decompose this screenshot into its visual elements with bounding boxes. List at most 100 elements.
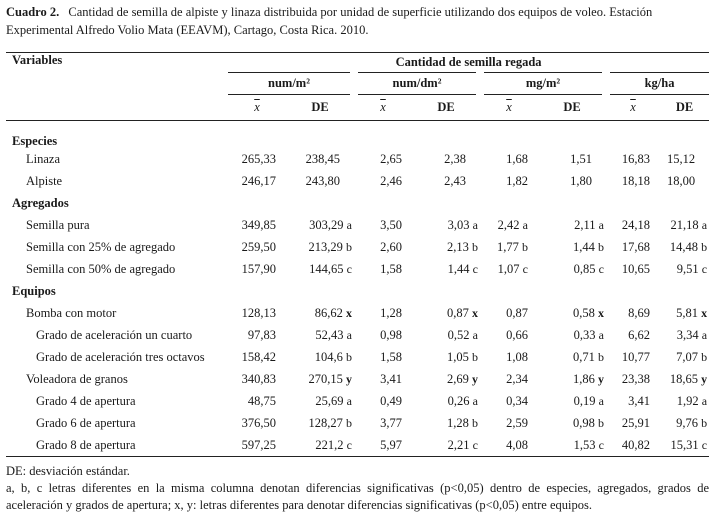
row-label: Semilla pura: [26, 218, 90, 232]
section-row: Especies: [6, 121, 709, 149]
table-notes: DE: desviación estándar. a, b, c letras …: [6, 463, 709, 514]
mean-cell: 597,25: [241, 437, 276, 452]
mean-cell: 10,77: [621, 350, 650, 364]
de-cell: 0,26 a: [447, 394, 478, 408]
de-cell: 3,34 a: [676, 328, 708, 342]
mean-cell: 1,07 c: [497, 262, 528, 276]
table-row: Linaza 265,33 238,45 2,65 2,38 1,68 1,51 16,83 1…: [6, 149, 709, 171]
de-cell: 0,85 c: [573, 262, 604, 276]
mean-cell: 10,65: [621, 262, 650, 276]
de-cell: 18,00: [666, 174, 696, 188]
de-cell: 238,45: [305, 152, 340, 166]
header-variables: Variables: [12, 53, 63, 67]
de-cell: 25,69 a: [315, 394, 352, 408]
mean-cell: 2,59: [506, 416, 528, 430]
mean-cell: 0,98: [380, 328, 402, 342]
mean-cell: 349,85: [241, 218, 276, 232]
mean-cell: 0,34: [506, 394, 528, 408]
de-cell: 86,62 x: [314, 306, 352, 320]
section-row: Equipos: [6, 281, 709, 303]
mean-cell: 17,68: [621, 240, 650, 254]
mean-cell: 6,62: [628, 328, 650, 342]
mean-cell: 265,33: [241, 152, 276, 166]
de-cell: 270,15 y: [308, 372, 353, 386]
de-cell: 15,12: [666, 152, 696, 166]
table-caption: Cuadro 2. Cantidad de semilla de alpiste…: [6, 3, 709, 39]
de-cell: 5,81 x: [676, 306, 708, 320]
de-cell: 1,92 a: [676, 394, 708, 408]
de-cell: 15,31 c: [670, 437, 708, 452]
row-label: Grado 6 de apertura: [36, 416, 136, 430]
mean-cell: 2,60: [380, 240, 402, 254]
mean-cell: 1,58: [380, 350, 402, 364]
de-header: DE: [437, 100, 455, 114]
mean-header: x: [254, 100, 260, 114]
row-label: Grado de aceleración un cuarto: [36, 328, 193, 342]
section-label: Equipos: [12, 284, 56, 298]
mean-cell: 40,82: [621, 437, 650, 452]
section-row: Agregados: [6, 193, 709, 215]
mean-cell: 158,42: [241, 350, 276, 364]
mean-cell: 3,77: [380, 416, 402, 430]
de-cell: 213,29 b: [308, 240, 353, 254]
mean-cell: 340,83: [241, 372, 276, 386]
de-cell: 2,43: [444, 174, 466, 188]
mean-cell: 1,58: [380, 262, 402, 276]
mean-header: x: [380, 100, 386, 114]
de-cell: 21,18 a: [670, 218, 708, 232]
unit-kg-ha: kg/ha: [606, 72, 710, 95]
de-header: DE: [311, 100, 329, 114]
mean-cell: 2,34: [506, 372, 528, 386]
mean-cell: 25,91: [621, 416, 650, 430]
de-cell: 52,43 a: [315, 328, 352, 342]
mean-cell: 3,50: [380, 218, 402, 232]
de-cell: 221,2 c: [315, 437, 352, 452]
mean-cell: 2,42 a: [497, 218, 528, 232]
mean-cell: 0,87: [506, 306, 528, 320]
mean-cell: 128,13: [241, 306, 276, 320]
de-cell: 14,48 b: [669, 240, 708, 254]
de-cell: 1,80: [570, 174, 592, 188]
row-label: Grado 8 de apertura: [36, 437, 136, 452]
mean-cell: 1,28: [380, 306, 402, 320]
mean-cell: 3,41: [628, 394, 650, 408]
de-cell: 9,51 c: [676, 262, 708, 276]
de-cell: 243,80: [305, 174, 340, 188]
mean-cell: 16,83: [621, 152, 650, 166]
mean-cell: 48,75: [247, 394, 276, 408]
de-cell: 1,05 b: [447, 350, 478, 364]
de-cell: 144,65 c: [309, 262, 352, 276]
caption-text: Cantidad de semilla de alpiste y linaza …: [6, 5, 653, 37]
mean-cell: 157,90: [241, 262, 276, 276]
de-cell: 3,03 a: [447, 218, 478, 232]
row-label: Semilla con 25% de agregado: [26, 240, 176, 254]
de-cell: 2,11 a: [574, 218, 604, 232]
table-row: Semilla con 25% de agregado 259,50 213,29 …: [6, 237, 709, 259]
de-cell: 0,71 b: [573, 350, 604, 364]
mean-header: x: [506, 100, 512, 114]
de-cell: 1,53 c: [573, 437, 604, 452]
row-label: Bomba con motor: [26, 306, 117, 320]
de-cell: 2,21 c: [447, 437, 478, 452]
row-label: Semilla con 50% de agregado: [26, 262, 176, 276]
table-row: Grado 6 de apertura 376,50 128,27 b 3,77 1,2…: [6, 413, 709, 435]
header-main: Cantidad de semilla regada: [228, 52, 710, 73]
de-cell: 104,6 b: [314, 350, 352, 364]
de-cell: 0,52 a: [447, 328, 478, 342]
de-cell: 2,13 b: [447, 240, 478, 254]
de-cell: 1,86 y: [573, 372, 604, 386]
de-cell: 1,44 b: [573, 240, 604, 254]
de-cell: 2,69 y: [447, 372, 478, 386]
de-cell: 1,28 b: [447, 416, 478, 430]
row-label: Alpiste: [26, 174, 63, 188]
mean-cell: 18,18: [621, 174, 650, 188]
mean-cell: 2,46: [380, 174, 402, 188]
de-cell: 303,29 a: [309, 218, 352, 232]
mean-cell: 2,65: [380, 152, 402, 166]
table-row: Alpiste 246,17 243,80 2,46 2,43 1,82 1,80 18,18…: [6, 171, 709, 193]
row-label: Grado de aceleración tres octavos: [36, 350, 205, 364]
mean-cell: 1,68: [506, 152, 528, 166]
table-row: Grado de aceleración tres octavos 158,42 1…: [6, 347, 709, 369]
de-cell: 18,65 y: [669, 372, 708, 386]
table-row: Voleadora de granos 340,83 270,15 y 3,41 2,6…: [6, 369, 709, 391]
